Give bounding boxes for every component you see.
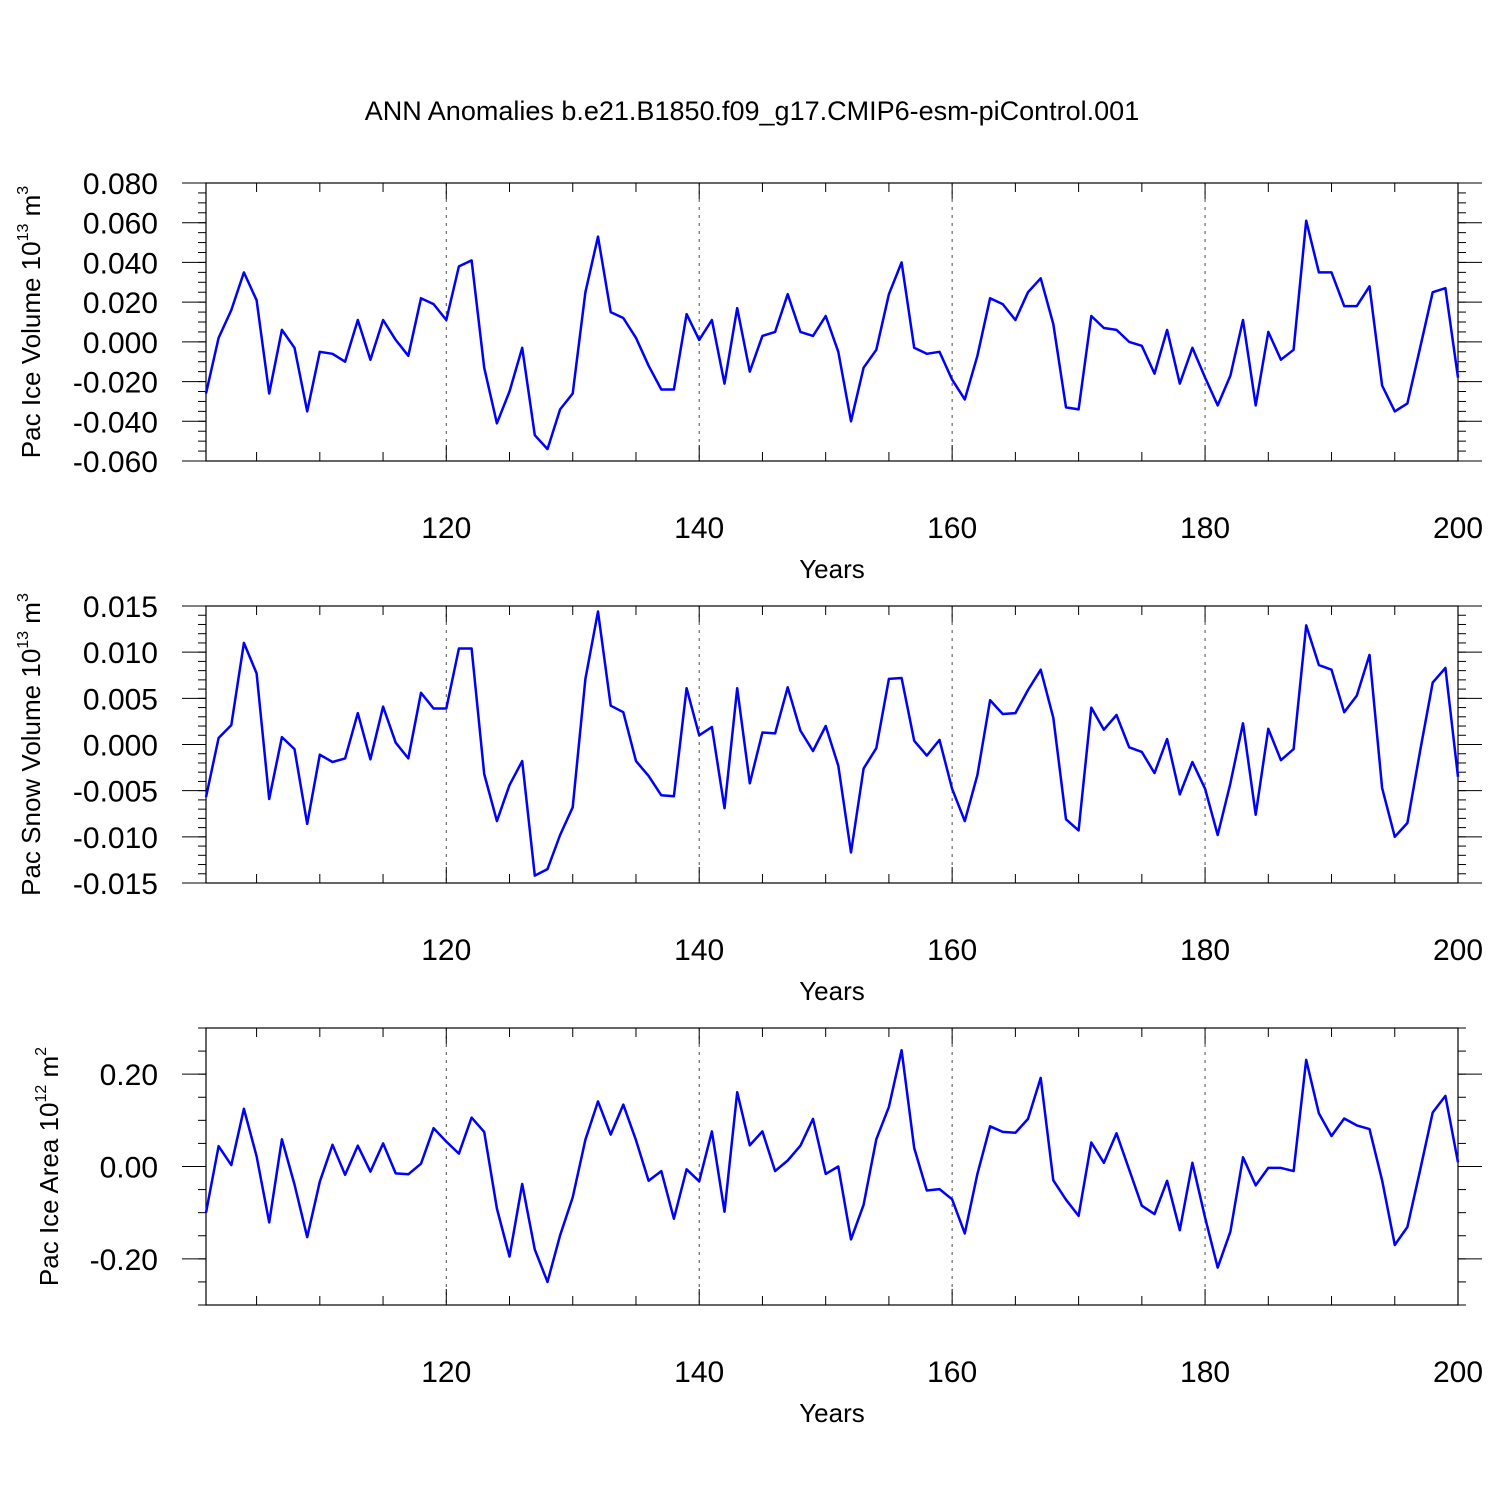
x-tick-label: 120 xyxy=(421,512,471,545)
y-axis-title-part: Pac Ice Volume 10 xyxy=(16,241,46,458)
x-tick-label: 200 xyxy=(1433,512,1483,545)
x-tick-label: 180 xyxy=(1180,934,1230,967)
figure-title: ANN Anomalies b.e21.B1850.f09_g17.CMIP6-… xyxy=(365,96,1139,126)
y-axis-title-superscript: 3 xyxy=(15,186,32,195)
y-axis-title-superscript: 12 xyxy=(33,1085,50,1103)
series-line xyxy=(204,219,1460,451)
x-axis-title: Years xyxy=(799,1398,865,1428)
y-tick-label: -0.20 xyxy=(90,1244,158,1277)
panel-snow-volume: -0.015 -0.010 -0.005 0.000 0.005 0.010 0.015 12… xyxy=(15,591,1483,1006)
y-tick-label: 0.000 xyxy=(83,730,158,763)
y-tick-label: 0.015 xyxy=(83,591,158,624)
x-tick-label: 160 xyxy=(927,1356,977,1389)
y-tick-label: 0.040 xyxy=(83,247,158,280)
series-line xyxy=(204,610,1460,877)
y-axis-title-superscript: 13 xyxy=(15,223,32,241)
y-tick-label: 0.010 xyxy=(83,637,158,670)
y-axis-title-part: m xyxy=(16,195,46,224)
x-tick-label: 120 xyxy=(421,934,471,967)
y-tick-label: 0.080 xyxy=(83,168,158,201)
y-tick-label: -0.020 xyxy=(73,367,158,400)
y-tick-label: 0.005 xyxy=(83,683,158,716)
panel-ice-volume: -0.060 -0.040 -0.020 0.000 0.020 0.040 0.060 0.… xyxy=(15,168,1483,584)
x-tick-label: 120 xyxy=(421,1356,471,1389)
y-axis-title-superscript: 13 xyxy=(15,631,32,649)
y-axis-title: Pac Snow Volume 1013 m3 xyxy=(15,593,46,896)
x-tick-label: 160 xyxy=(927,512,977,545)
y-tick-label: -0.040 xyxy=(73,406,158,439)
x-tick-label: 160 xyxy=(927,934,977,967)
x-axis-title: Years xyxy=(799,976,865,1006)
y-tick-label: 0.00 xyxy=(100,1152,158,1185)
y-tick-label: -0.060 xyxy=(73,446,158,479)
y-axis-title-superscript: 2 xyxy=(33,1047,50,1056)
y-tick-label: -0.015 xyxy=(73,868,158,901)
y-axis-title-superscript: 3 xyxy=(15,593,32,602)
series-line xyxy=(204,1048,1460,1284)
y-axis-title-part: m xyxy=(34,1056,64,1085)
y-tick-label: -0.005 xyxy=(73,776,158,809)
y-axis-title: Pac Ice Volume 1013 m3 xyxy=(15,186,46,459)
y-tick-label: -0.010 xyxy=(73,822,158,855)
y-axis-title-part: m xyxy=(16,602,46,631)
plot-frame xyxy=(205,182,1459,462)
y-axis-title: Pac Ice Area 1012 m2 xyxy=(33,1047,64,1286)
y-tick-label: 0.20 xyxy=(100,1059,158,1092)
y-tick-label: 0.020 xyxy=(83,287,158,320)
x-tick-label: 200 xyxy=(1433,934,1483,967)
y-axis-title-part: Pac Ice Area 10 xyxy=(34,1103,64,1287)
x-tick-label: 140 xyxy=(674,1356,724,1389)
x-tick-label: 140 xyxy=(674,512,724,545)
x-tick-label: 140 xyxy=(674,934,724,967)
x-axis-title: Years xyxy=(799,554,865,584)
x-tick-label: 200 xyxy=(1433,1356,1483,1389)
x-tick-label: 180 xyxy=(1180,512,1230,545)
y-tick-label: 0.060 xyxy=(83,208,158,241)
x-tick-label: 180 xyxy=(1180,1356,1230,1389)
y-tick-label: 0.000 xyxy=(83,327,158,360)
panel-ice-area: -0.20 0.00 0.20 120 140 160 180 200 Years Pac Ice… xyxy=(33,1027,1483,1428)
y-axis-title-part: Pac Snow Volume 10 xyxy=(16,649,46,896)
